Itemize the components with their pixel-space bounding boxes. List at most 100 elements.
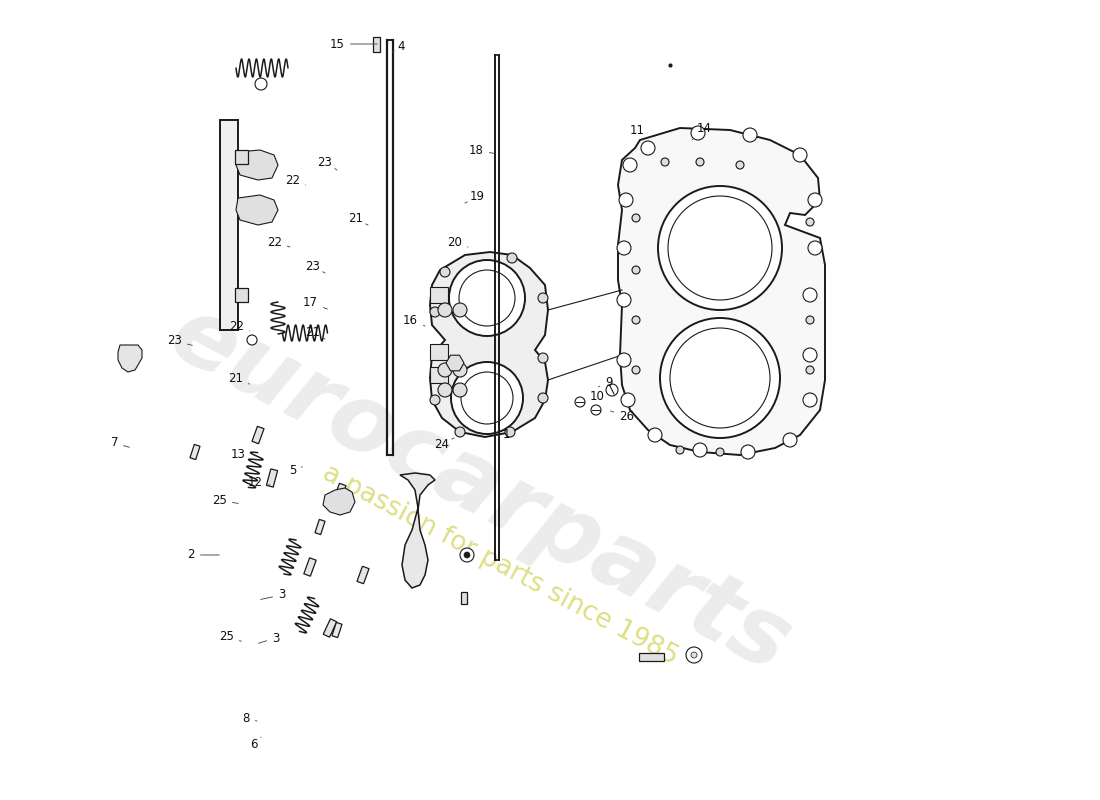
Text: 26: 26: [610, 410, 634, 423]
Text: 5: 5: [288, 463, 302, 477]
Text: 6: 6: [251, 737, 261, 750]
Circle shape: [741, 445, 755, 459]
Circle shape: [464, 552, 470, 558]
Circle shape: [460, 548, 474, 562]
Circle shape: [632, 366, 640, 374]
Circle shape: [803, 348, 817, 362]
Circle shape: [623, 158, 637, 172]
Polygon shape: [446, 355, 464, 370]
Text: 24: 24: [434, 438, 454, 450]
Circle shape: [783, 433, 798, 447]
Text: 7: 7: [110, 437, 130, 450]
Polygon shape: [618, 128, 825, 455]
Circle shape: [632, 266, 640, 274]
Text: a passion for parts since 1985: a passion for parts since 1985: [318, 460, 682, 670]
Text: 15: 15: [330, 38, 377, 50]
Polygon shape: [373, 37, 380, 51]
Circle shape: [617, 293, 631, 307]
Bar: [430, 287, 448, 303]
Text: 9: 9: [598, 375, 613, 389]
Circle shape: [691, 126, 705, 140]
Circle shape: [736, 161, 744, 169]
Text: 17: 17: [302, 297, 328, 310]
Polygon shape: [400, 473, 434, 588]
Circle shape: [248, 335, 257, 345]
Text: 8: 8: [243, 711, 257, 725]
Circle shape: [453, 383, 468, 397]
Text: 25: 25: [219, 630, 241, 643]
Text: 13: 13: [231, 449, 252, 462]
Circle shape: [449, 260, 525, 336]
Text: 12: 12: [248, 475, 270, 489]
Circle shape: [453, 303, 468, 317]
Text: 19: 19: [465, 190, 485, 203]
Circle shape: [632, 214, 640, 222]
Text: 3: 3: [261, 589, 285, 602]
Circle shape: [507, 253, 517, 263]
Circle shape: [606, 384, 618, 396]
Circle shape: [617, 241, 631, 255]
Circle shape: [696, 158, 704, 166]
Circle shape: [808, 193, 822, 207]
Polygon shape: [323, 619, 337, 637]
Polygon shape: [304, 558, 316, 576]
Text: 22: 22: [229, 319, 250, 333]
Circle shape: [591, 405, 601, 415]
Polygon shape: [190, 445, 200, 459]
Text: 16: 16: [403, 314, 425, 326]
Circle shape: [632, 316, 640, 324]
Text: 14: 14: [692, 122, 712, 140]
Circle shape: [617, 353, 631, 367]
Text: 23: 23: [317, 155, 337, 170]
Polygon shape: [220, 120, 238, 330]
Polygon shape: [118, 345, 142, 372]
Circle shape: [453, 363, 468, 377]
Text: 1: 1: [497, 429, 510, 442]
Circle shape: [430, 395, 440, 405]
Circle shape: [686, 647, 702, 663]
Circle shape: [676, 446, 684, 454]
Circle shape: [660, 318, 780, 438]
Polygon shape: [266, 469, 277, 487]
Circle shape: [806, 316, 814, 324]
Circle shape: [575, 397, 585, 407]
Text: 21: 21: [348, 213, 369, 226]
Bar: [430, 367, 448, 383]
Polygon shape: [234, 288, 248, 302]
Polygon shape: [358, 566, 368, 584]
Text: 25: 25: [212, 494, 239, 506]
Circle shape: [803, 288, 817, 302]
Circle shape: [808, 241, 822, 255]
Polygon shape: [638, 653, 663, 661]
Polygon shape: [234, 150, 248, 164]
Circle shape: [691, 652, 697, 658]
Text: eurocarparts: eurocarparts: [154, 288, 805, 692]
Text: 4: 4: [393, 39, 405, 53]
Circle shape: [438, 383, 452, 397]
Polygon shape: [430, 252, 548, 437]
Polygon shape: [252, 426, 264, 444]
Text: 2: 2: [187, 549, 219, 562]
Circle shape: [621, 393, 635, 407]
Circle shape: [538, 353, 548, 363]
Polygon shape: [461, 592, 468, 604]
Circle shape: [619, 193, 632, 207]
Circle shape: [430, 307, 440, 317]
Circle shape: [455, 427, 465, 437]
Polygon shape: [236, 195, 278, 225]
Polygon shape: [315, 519, 324, 534]
Text: 11: 11: [630, 123, 650, 142]
Polygon shape: [332, 622, 342, 638]
Text: 23: 23: [305, 259, 324, 273]
Text: 22: 22: [285, 174, 306, 186]
Circle shape: [440, 267, 450, 277]
Circle shape: [538, 293, 548, 303]
Circle shape: [742, 128, 757, 142]
Circle shape: [505, 427, 515, 437]
Polygon shape: [334, 483, 346, 501]
Circle shape: [661, 158, 669, 166]
Text: 21: 21: [228, 373, 250, 386]
Circle shape: [658, 186, 782, 310]
Text: 23: 23: [167, 334, 192, 347]
Text: 3: 3: [258, 631, 279, 645]
